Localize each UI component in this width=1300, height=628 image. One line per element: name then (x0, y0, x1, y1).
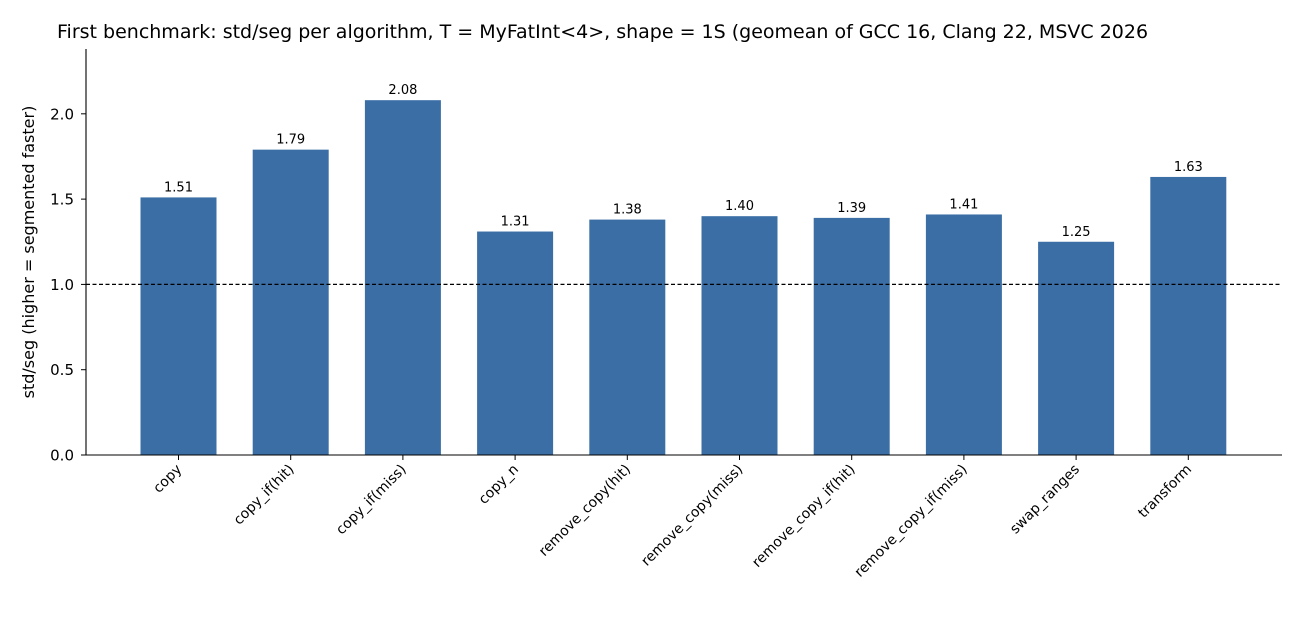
bar (364, 100, 441, 456)
bar (252, 149, 329, 455)
data-label: 1.41 (949, 197, 978, 212)
x-tick-label: remove_copy_if(hit) (749, 462, 858, 571)
bar (1038, 241, 1115, 455)
y-tick-label: 0.0 (50, 447, 74, 465)
bar (140, 197, 217, 455)
y-tick-label: 0.5 (50, 361, 74, 379)
bars-layer: 1.51 1.79 2.08 1.31 1.38 1.40 1.39 1.41 1.25 1.63 (140, 83, 1227, 456)
x-tick-label: remove_copy(hit) (536, 462, 634, 560)
x-tick-label: copy_n (476, 462, 522, 508)
x-tick-label: copy_if(miss) (333, 462, 410, 539)
x-tick-label: swap_ranges (1007, 462, 1083, 538)
data-label: 1.31 (501, 215, 530, 230)
x-tick-label: remove_copy(miss) (638, 462, 746, 570)
x-tick-label: copy_if(hit) (231, 462, 298, 529)
data-label: 1.40 (725, 199, 754, 214)
y-tick-label: 1.5 (50, 191, 74, 209)
y-tick-label: 2.0 (50, 105, 74, 123)
data-label: 1.63 (1174, 160, 1203, 175)
bar (1150, 176, 1227, 455)
data-label: 1.38 (613, 203, 642, 218)
bar (701, 216, 778, 455)
x-tick-label: copy (150, 462, 185, 497)
x-tick-label: transform (1135, 462, 1195, 522)
bar (477, 231, 554, 455)
data-label: 1.39 (837, 201, 866, 216)
chart-title: First benchmark: std/seg per algorithm, … (57, 21, 1148, 43)
x-tick-label: remove_copy_if(miss) (852, 462, 971, 581)
bar (925, 214, 1002, 455)
bar (589, 219, 666, 455)
data-label: 2.08 (388, 83, 417, 98)
data-label: 1.25 (1062, 225, 1091, 240)
bar (813, 217, 890, 455)
data-label: 1.79 (276, 133, 305, 148)
data-label: 1.51 (164, 180, 193, 195)
y-axis-label: std/seg (higher = segmented faster) (19, 106, 38, 399)
y-tick-label: 1.0 (50, 276, 74, 294)
